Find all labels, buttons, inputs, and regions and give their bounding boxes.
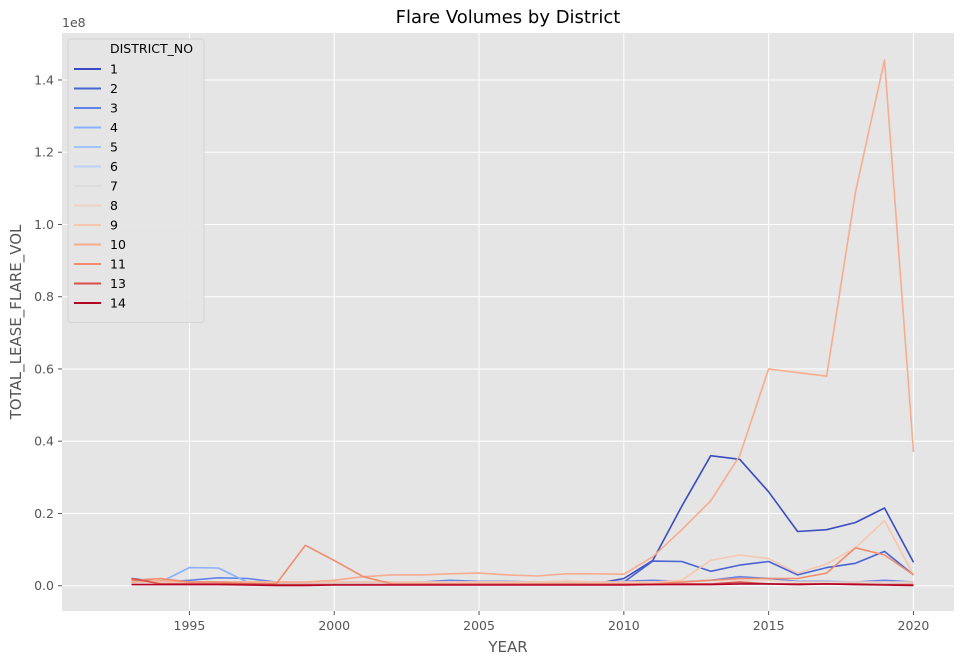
series-lines [131, 59, 915, 587]
series-line-district-10 [131, 59, 915, 583]
gridlines [62, 33, 954, 611]
x-tick-label: 1995 [174, 618, 206, 633]
legend-label-district-1: 1 [110, 62, 118, 77]
legend-label-district-7: 7 [110, 179, 118, 194]
legend-label-district-5: 5 [110, 140, 118, 155]
legend-label-district-9: 9 [110, 218, 118, 233]
legend-label-district-13: 13 [110, 276, 126, 291]
legend-label-district-8: 8 [110, 198, 118, 213]
legend-box [67, 38, 205, 323]
x-tick-label: 2005 [463, 618, 495, 633]
legend-label-district-2: 2 [110, 81, 118, 96]
y-tick-label: 1.2 [34, 145, 54, 160]
legend-label-district-10: 10 [110, 237, 126, 252]
y-tick-label: 0.4 [34, 434, 54, 449]
x-tick-label: 2020 [898, 618, 930, 633]
legend-label-district-14: 14 [110, 296, 126, 311]
y-axis-offset-label: 1e8 [62, 15, 86, 30]
legend: DISTRICT_NO 1 2 3 4 5 6 7 8 9 10 11 13 14 [67, 38, 205, 323]
x-tick-label: 2010 [608, 618, 640, 633]
series-line-district-14 [131, 583, 914, 587]
legend-label-district-6: 6 [110, 159, 118, 174]
x-axis-label: YEAR [487, 638, 527, 656]
y-tick-label: 0.6 [34, 361, 54, 376]
legend-label-district-3: 3 [110, 101, 118, 116]
y-axis-label: TOTAL_LEASE_FLARE_VOL [7, 224, 26, 420]
x-tick-label: 2000 [318, 618, 350, 633]
legend-title: DISTRICT_NO [110, 41, 193, 56]
plot-area [62, 33, 954, 611]
legend-label-district-11: 11 [110, 257, 126, 272]
legend-label-district-4: 4 [110, 120, 118, 135]
axis-ticks: 1995 2000 2005 2010 2015 2020 0.0 0.2 0.4 0.6 0.8 1… [34, 72, 929, 633]
y-tick-label: 0.8 [34, 289, 54, 304]
y-tick-label: 0.2 [34, 506, 54, 521]
x-tick-label: 2015 [753, 618, 785, 633]
y-tick-label: 1.0 [34, 217, 54, 232]
chart-title: Flare Volumes by District [396, 7, 621, 28]
y-tick-label: 0.0 [34, 578, 54, 593]
y-tick-label: 1.4 [34, 72, 54, 87]
